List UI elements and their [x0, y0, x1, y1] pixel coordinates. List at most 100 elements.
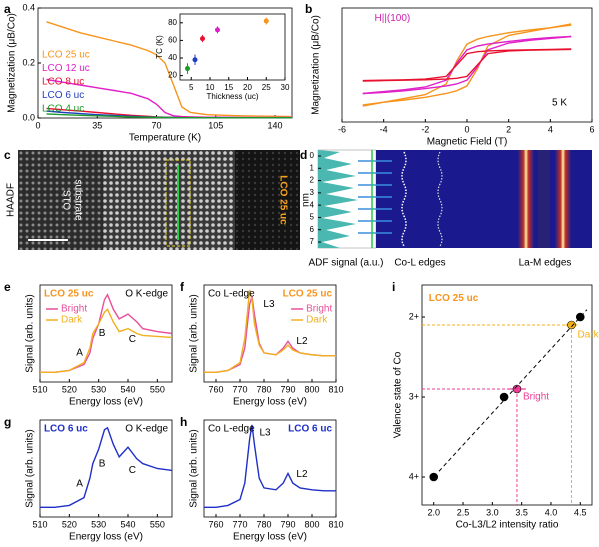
chart: h 760 770 780 790 800 810 Energy loss (eV) Signa…: [180, 415, 344, 542]
x-tick-label: 790: [280, 384, 295, 394]
x-tick-label: 530: [91, 384, 106, 394]
annotation: A: [76, 479, 83, 490]
chart: i 2.0 2.5 3.0 3.5 4.0 4.5 2+ 3+ 4+ Co-L3/L2 intens…: [392, 280, 599, 530]
image-tick-label: 4: [310, 200, 315, 209]
x-tick-label: 3.0: [486, 507, 499, 517]
annotation: LCO 25 uc: [429, 293, 479, 304]
point: [185, 66, 190, 72]
series-line: [46, 113, 292, 119]
series-line: [204, 424, 336, 508]
x-tick-label: 770: [232, 519, 247, 529]
x-tick-label: 520: [62, 519, 77, 529]
substrate-label: STO: [60, 190, 71, 211]
y-tick-label: 0.0: [22, 112, 35, 122]
image-tick-label: 6: [310, 225, 315, 234]
x-tick-label: 510: [32, 519, 47, 529]
image-tick-label: 0: [310, 151, 315, 160]
panel-label: i: [392, 280, 395, 294]
x-axis-label: Energy loss (eV): [69, 397, 143, 408]
point: [192, 57, 198, 63]
x-tick-label: 2.5: [457, 507, 470, 517]
x-tick-label: 780: [256, 384, 271, 394]
point: [567, 320, 576, 330]
annotation: B: [99, 328, 106, 339]
x-axis-label: Temperature (K): [129, 133, 201, 144]
image-tick-label: 2: [310, 176, 315, 185]
x-tick-label: -4: [380, 124, 388, 134]
y-axis-label: TC (K): [155, 35, 164, 59]
y-axis-label: Magnetization (μB/Co): [311, 15, 322, 115]
annotation: L2: [296, 336, 308, 347]
film-label: LCO 25 uc: [277, 175, 288, 225]
x-tick-label: 3.5: [515, 507, 528, 517]
annotation: L3: [263, 299, 275, 310]
y-axis-label: Magnetization (μB/Co): [7, 13, 18, 113]
y-tick-label: 20: [168, 71, 177, 80]
chart: g 510 520 530 540 550 Energy loss (eV) Signal (…: [4, 415, 173, 543]
panel-label: e: [4, 280, 11, 294]
x-tick-label: 4.0: [545, 507, 558, 517]
annotation: C: [129, 334, 136, 345]
plot-frame: [341, 7, 593, 123]
x-tick-label: 5: [189, 83, 194, 92]
legend-label: LCO 8 uc: [42, 77, 84, 88]
series-line: [362, 35, 572, 95]
x-tick-label: 20: [243, 83, 252, 92]
annotation: C: [129, 465, 136, 476]
panel-label: d: [300, 148, 307, 162]
panel-label: c: [4, 148, 11, 162]
chart: b -6 -4 -2 0 2 4 6 Magnetic Field (T) Magnetizati…: [305, 2, 595, 147]
x-tick-label: 550: [150, 384, 165, 394]
series-line: [46, 21, 293, 118]
series-line: [40, 308, 173, 373]
panel-label: h: [180, 415, 187, 429]
annotation: LCO 25 uc: [283, 288, 333, 299]
legend-label: LCO 25 uc: [42, 50, 90, 61]
annotation: L2: [296, 469, 308, 480]
annotation: Co L-edge: [208, 423, 255, 434]
x-tick-label: 4.5: [574, 507, 587, 517]
y-tick-label: 0.4: [22, 2, 35, 12]
image-tick-label: 7: [310, 237, 315, 246]
y-axis-label: Signal (arb. units): [25, 429, 36, 507]
annotation: O K-edge: [125, 288, 168, 299]
y-axis-label: Signal (arb. units): [189, 294, 200, 372]
x-tick-label: 30: [281, 83, 290, 92]
point: [512, 384, 522, 394]
x-tick-label: 760: [208, 519, 223, 529]
chart: e 510 520 530 540 550 Energy loss (eV) Signal (…: [4, 280, 173, 408]
x-tick-label: 510: [32, 384, 47, 394]
substrate-label: substrate: [72, 179, 83, 221]
x-tick-label: 800: [304, 384, 319, 394]
image-caption: ADF signal (a.u.): [308, 258, 383, 269]
annotation: LCO 6 uc: [288, 423, 332, 434]
x-tick-label: 140: [268, 120, 283, 130]
x-axis-label: Co-L3/L2 intensity ratio: [456, 520, 559, 531]
image-tick-label: 5: [310, 213, 315, 222]
x-axis-label: Energy loss (eV): [233, 397, 307, 408]
point: [429, 472, 439, 482]
adf-image: [317, 149, 592, 249]
x-tick-label: 4: [548, 124, 553, 134]
series-line: [40, 426, 173, 508]
x-tick-label: 810: [328, 519, 343, 529]
x-tick-label: 810: [328, 384, 343, 394]
y-tick-label: 80: [168, 18, 177, 27]
x-tick-label: 35: [92, 120, 102, 130]
legend-label: Dark: [61, 315, 83, 326]
image-caption: Co-L edges: [394, 258, 445, 269]
y-tick-label: 4+: [409, 471, 419, 481]
image-axis-label: nm: [301, 193, 312, 207]
x-tick-label: 2: [506, 124, 511, 134]
x-tick-label: 0: [464, 124, 469, 134]
legend-label: Dark: [306, 315, 328, 326]
x-tick-label: 760: [208, 384, 223, 394]
y-axis-label: Signal (arb. units): [189, 429, 200, 507]
series-line: [362, 48, 572, 82]
x-axis-label: Energy loss (eV): [69, 532, 143, 543]
image-tick-label: 3: [310, 188, 315, 197]
series-line: [40, 293, 173, 373]
panel-label: b: [305, 2, 312, 16]
haadf-image: [18, 150, 300, 250]
